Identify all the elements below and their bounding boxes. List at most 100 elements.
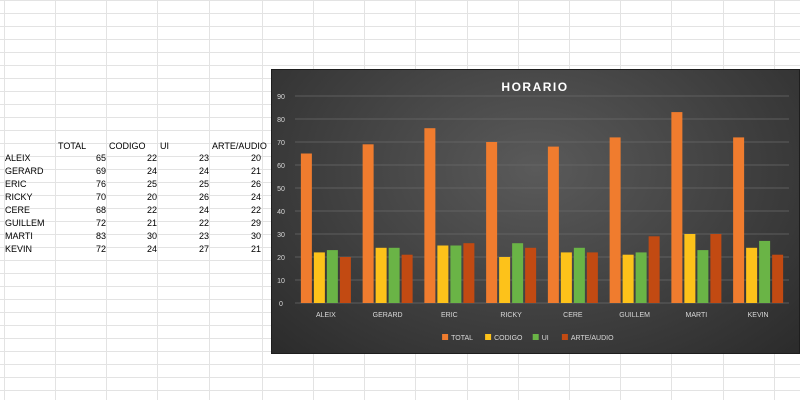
legend-swatch [532,334,539,340]
bar [648,236,660,303]
value-cell[interactable]: 68 [95,205,106,215]
value-cell[interactable]: 76 [95,179,106,189]
header-cell-codigo[interactable]: CODIGO [109,141,146,151]
bar [362,144,374,303]
x-tick-label: KEVIN [748,312,769,319]
value-cell[interactable]: 21 [250,244,261,254]
x-tick-label: ERIC [441,312,458,319]
y-tick-label: 40 [277,209,285,216]
name-cell[interactable]: GERARD [5,166,44,176]
bar [437,245,449,303]
value-cell[interactable]: 25 [198,179,209,189]
value-cell[interactable]: 30 [146,231,157,241]
y-tick-label: 20 [277,255,285,262]
value-cell[interactable]: 26 [198,192,209,202]
legend-label: ARTE/AUDIO [571,335,614,342]
x-tick-label: MARTI [686,312,708,319]
value-cell[interactable]: 69 [95,166,106,176]
value-cell[interactable]: 65 [95,153,106,163]
name-cell[interactable]: RICKY [5,192,33,202]
bar [586,252,598,303]
value-cell[interactable]: 72 [95,218,106,228]
bar [772,254,784,303]
y-tick-label: 30 [277,232,285,239]
header-cell-ui[interactable]: UI [160,141,169,151]
header-cell-arte-audio[interactable]: ARTE/AUDIO [212,141,267,151]
value-cell[interactable]: 27 [198,244,209,254]
value-cell[interactable]: 70 [95,192,106,202]
value-cell[interactable]: 24 [250,192,261,202]
value-cell[interactable]: 24 [146,166,157,176]
bar [746,247,758,303]
value-cell[interactable]: 21 [250,166,261,176]
x-tick-label: GUILLEM [619,312,650,319]
bar-chart: HORARIO 0 10 20 30 40 50 60 70 80 90 ALEIX GERARD ER… [277,80,789,342]
x-tick-label: CERE [563,312,583,319]
bar [486,142,498,303]
bar [300,153,312,303]
value-cell[interactable]: 23 [198,153,209,163]
bar [424,128,436,303]
bar [375,247,387,303]
value-cell[interactable]: 30 [250,231,261,241]
x-tick-label: ALEIX [316,312,336,319]
bar [525,247,537,303]
name-cell[interactable]: MARTI [5,231,33,241]
bar [759,240,771,303]
chart-panel[interactable]: HORARIO 0 10 20 30 40 50 60 70 80 90 ALEIX GERARD ER… [271,69,800,354]
value-cell[interactable]: 22 [198,218,209,228]
bar [313,252,325,303]
y-tick-label: 50 [277,186,285,193]
value-cell[interactable]: 24 [198,166,209,176]
value-cell[interactable]: 25 [146,179,157,189]
x-tick-label: GERARD [373,312,403,319]
name-cell[interactable]: KEVIN [5,244,33,254]
legend-label: UI [542,335,549,342]
y-tick-label: 60 [277,163,285,170]
value-cell[interactable]: 24 [198,205,209,215]
legend-swatch [442,334,449,340]
bar [697,250,709,303]
bar [339,257,351,303]
value-cell[interactable]: 24 [146,244,157,254]
value-cell[interactable]: 23 [198,231,209,241]
bar [450,245,462,303]
name-cell[interactable]: CERE [5,205,31,215]
bar [622,254,634,303]
bar [388,247,400,303]
value-cell[interactable]: 20 [146,192,157,202]
legend-swatch [561,334,568,340]
value-cell[interactable]: 83 [95,231,106,241]
bar [684,234,696,303]
value-cell[interactable]: 72 [95,244,106,254]
value-cell[interactable]: 20 [250,153,261,163]
chart-title: HORARIO [501,80,568,94]
value-cell[interactable]: 22 [146,205,157,215]
y-tick-label: 90 [277,94,285,101]
value-cell[interactable]: 22 [250,205,261,215]
bar [401,254,413,303]
legend-label: CODIGO [494,335,523,342]
x-tick-label: RICKY [500,312,522,319]
bar [560,252,572,303]
y-tick-label: 70 [277,140,285,147]
name-cell[interactable]: GUILLEM [5,218,45,228]
bar [499,257,511,303]
value-cell[interactable]: 26 [250,179,261,189]
bar [463,243,475,303]
value-cell[interactable]: 21 [146,218,157,228]
legend-label: TOTAL [451,335,473,342]
bar [573,247,585,303]
name-cell[interactable]: ERIC [5,179,27,189]
bar [512,243,524,303]
y-tick-label: 80 [277,117,285,124]
bar [671,112,683,303]
name-cell[interactable]: ALEIX [5,153,31,163]
value-cell[interactable]: 22 [146,153,157,163]
bar [710,234,722,303]
value-cell[interactable]: 29 [250,218,261,228]
legend-swatch [485,334,492,340]
bar [326,250,338,303]
y-tick-label: 0 [279,301,283,308]
header-cell-total[interactable]: TOTAL [58,141,87,151]
